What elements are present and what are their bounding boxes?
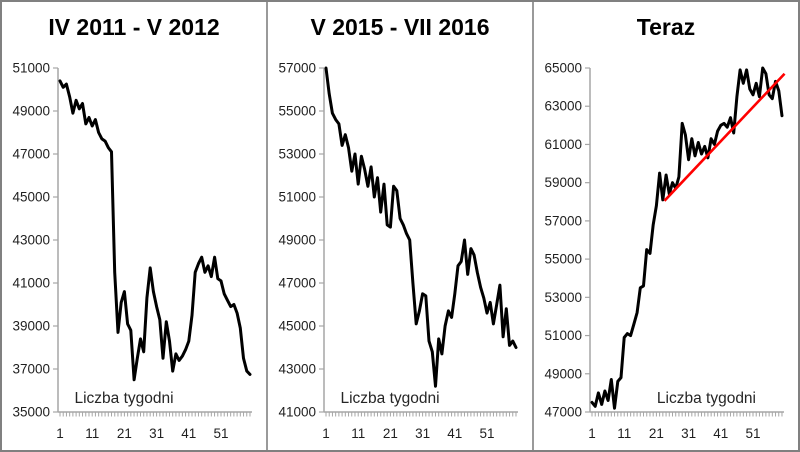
y-tick-label: 53000 — [544, 290, 582, 305]
line-chart-iv2011-v2012: 51000 49000 47000 45000 43000 41000 39000 37000… — [12, 61, 252, 441]
panel-title: V 2015 - VII 2016 — [310, 14, 490, 40]
x-tick-label: 11 — [85, 426, 99, 441]
x-tick-label: 51 — [479, 426, 494, 441]
x-tick-label: 51 — [213, 426, 228, 441]
x-axis-title: Liczba tygodni — [74, 390, 173, 407]
x-tick-label: 1 — [56, 426, 64, 441]
y-tick-label: 49000 — [12, 104, 50, 119]
x-tick-label: 41 — [181, 426, 196, 441]
x-tick-label: 21 — [383, 426, 398, 441]
x-tick-label: 21 — [117, 426, 132, 441]
panel-title: Teraz — [636, 14, 696, 40]
y-tick-label: 37000 — [12, 362, 50, 377]
x-tick-label: 31 — [415, 426, 430, 441]
x-axis-title: Liczba tygodni — [657, 390, 756, 407]
y-tick-label: 65000 — [544, 61, 582, 76]
y-tick-label: 47000 — [278, 276, 316, 291]
data-series-line — [324, 66, 518, 388]
data-series-line — [590, 66, 784, 410]
y-tick-label: 55000 — [544, 252, 582, 267]
x-tick-label: 11 — [351, 426, 365, 441]
panel-v2015-vii2016: V 2015 - VII 2016 57000 55000 53000 51000 49… — [266, 2, 532, 450]
y-tick-label: 45000 — [12, 190, 50, 205]
x-tick-label: 41 — [713, 426, 728, 441]
panel-iv2011-v2012: IV 2011 - V 2012 51000 49000 47000 45000 430… — [2, 2, 266, 450]
x-tick-label: 31 — [681, 426, 696, 441]
data-series-line — [58, 79, 252, 382]
y-tick-label: 45000 — [278, 319, 316, 334]
panel-teraz: Teraz 65000 63000 61000 59000 57000 55000 5300… — [532, 2, 798, 450]
y-tick-label: 49000 — [544, 366, 582, 381]
trend-line — [663, 72, 786, 202]
line-chart-teraz: 65000 63000 61000 59000 57000 55000 53000 51000… — [544, 61, 786, 441]
line-chart-v2015-vii2016: 57000 55000 53000 51000 49000 47000 45000 43000… — [278, 61, 518, 441]
y-tick-label: 55000 — [278, 104, 316, 119]
y-tick-label: 51000 — [278, 190, 316, 205]
y-tick-label: 53000 — [278, 147, 316, 162]
y-tick-label: 41000 — [12, 276, 50, 291]
x-tick-label: 11 — [617, 426, 631, 441]
y-tick-label: 41000 — [278, 405, 316, 420]
x-tick-label: 51 — [745, 426, 760, 441]
y-tick-label: 57000 — [278, 61, 316, 76]
y-tick-label: 63000 — [544, 99, 582, 114]
y-tick-label: 59000 — [544, 175, 582, 190]
x-tick-label: 21 — [649, 426, 664, 441]
y-tick-label: 47000 — [12, 147, 50, 162]
y-tick-label: 49000 — [278, 233, 316, 248]
y-tick-label: 51000 — [12, 61, 50, 76]
x-tick-label: 31 — [149, 426, 164, 441]
x-tick-label: 41 — [447, 426, 462, 441]
x-tick-label: 1 — [322, 426, 330, 441]
y-tick-label: 51000 — [544, 328, 582, 343]
y-tick-label: 35000 — [12, 405, 50, 420]
y-tick-label: 47000 — [544, 405, 582, 420]
y-tick-label: 39000 — [12, 319, 50, 334]
y-tick-label: 43000 — [278, 362, 316, 377]
x-axis-title: Liczba tygodni — [340, 390, 439, 407]
y-tick-label: 43000 — [12, 233, 50, 248]
y-tick-label: 57000 — [544, 213, 582, 228]
panel-title: IV 2011 - V 2012 — [48, 14, 220, 40]
x-tick-label: 1 — [588, 426, 596, 441]
y-tick-label: 61000 — [544, 137, 582, 152]
